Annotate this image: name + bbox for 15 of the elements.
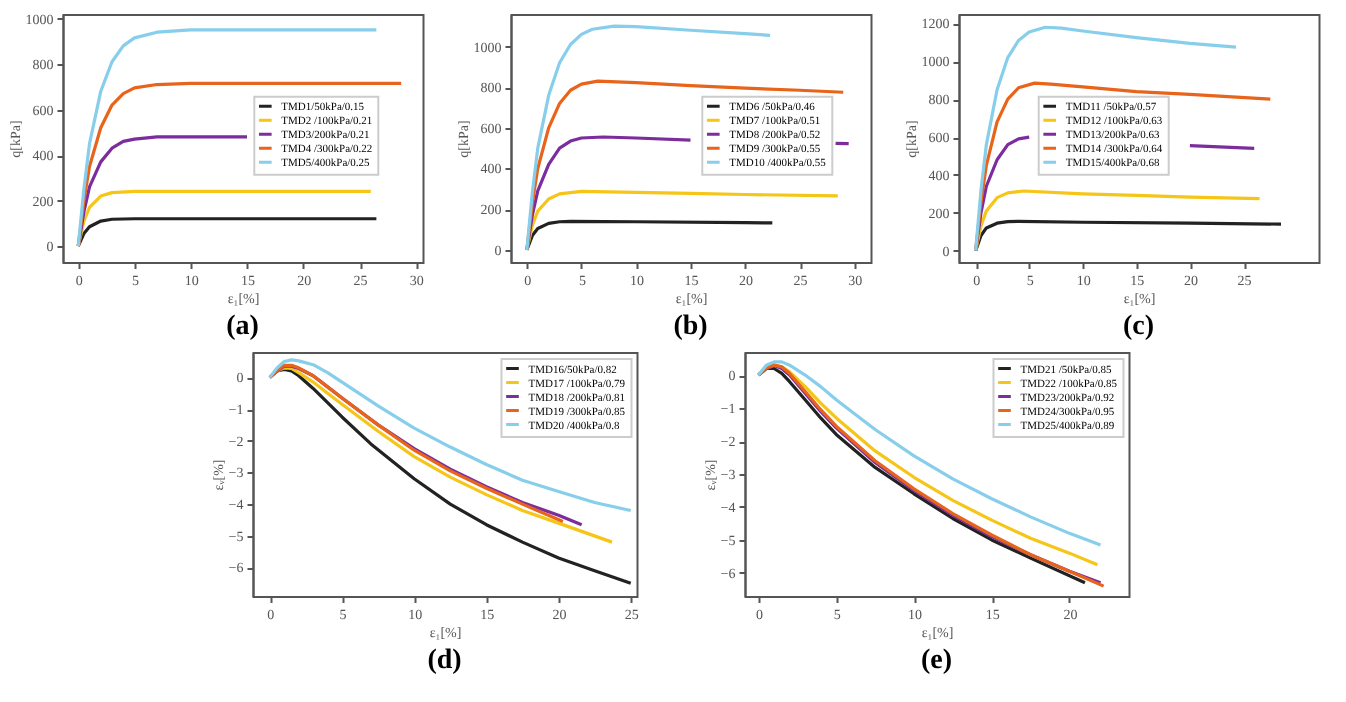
line-series (525, 79, 845, 252)
line-series (76, 189, 373, 248)
line-series (268, 358, 633, 513)
line-series (525, 219, 774, 252)
line-series (974, 189, 1262, 253)
line-series (76, 28, 378, 248)
line-series (974, 25, 1238, 253)
text: (c) (1122, 312, 1155, 342)
text: (e) (920, 646, 953, 676)
text: (a) (226, 312, 260, 342)
text: (b) (673, 312, 709, 342)
line-series (974, 219, 1283, 253)
text: (d) (427, 646, 463, 676)
line-series (76, 135, 249, 248)
line-series (76, 217, 378, 248)
